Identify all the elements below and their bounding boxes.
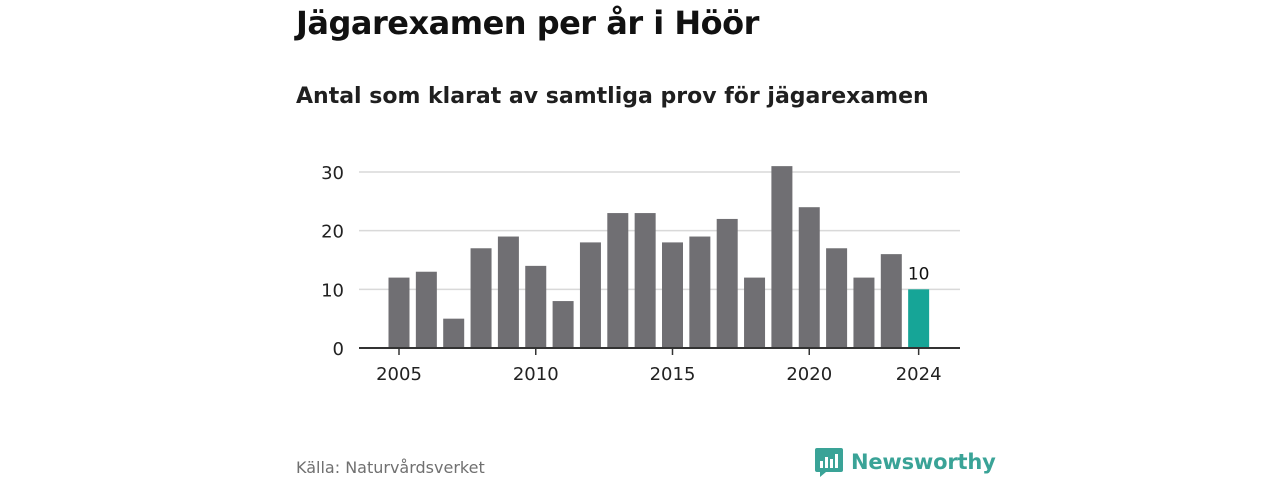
newsworthy-logo-icon — [815, 448, 843, 477]
y-tick-label: 10 — [321, 280, 344, 301]
bar — [716, 218, 738, 348]
newsworthy-logo[interactable]: Newsworthy — [814, 446, 996, 478]
bar — [415, 271, 437, 348]
bar — [388, 277, 410, 348]
bar — [771, 166, 793, 348]
y-axis-ticks: 0 10 20 30 — [321, 163, 344, 360]
bar — [826, 248, 848, 348]
bar — [497, 236, 519, 348]
x-tick-label: 2010 — [513, 364, 559, 385]
bar — [634, 213, 656, 348]
bar — [579, 242, 601, 348]
bar — [744, 277, 766, 348]
bar — [470, 248, 492, 348]
x-tick-label: 2024 — [896, 364, 942, 385]
x-tick-label: 2005 — [376, 364, 422, 385]
bar — [443, 318, 465, 348]
bars — [388, 166, 930, 348]
data-label: 10 — [908, 264, 930, 284]
bar — [798, 207, 820, 348]
y-tick-label: 30 — [321, 163, 344, 184]
data-labels: 10 — [908, 264, 930, 284]
bar — [662, 242, 683, 348]
chart-title: Jägarexamen per år i Höör — [296, 4, 759, 42]
bar — [853, 277, 875, 348]
y-tick-label: 0 — [333, 339, 344, 360]
x-tick-label: 2015 — [650, 364, 696, 385]
bar-chart: 0 10 20 30 10 2005 2010 2015 2020 2024 — [321, 163, 960, 385]
gridlines — [359, 171, 960, 291]
source-note: Källa: Naturvårdsverket — [296, 458, 485, 477]
y-tick-label: 20 — [321, 222, 344, 243]
brand-name: Newsworthy — [851, 450, 996, 474]
bar — [607, 213, 629, 348]
x-axis-ticks: 2005 2010 2015 2020 2024 — [376, 348, 942, 385]
bar — [552, 301, 574, 348]
chart-card: Jägarexamen per år i Höör Antal som klar… — [296, 0, 996, 480]
x-tick-label: 2020 — [786, 364, 832, 385]
bar — [689, 236, 711, 348]
bar — [525, 265, 547, 348]
bar — [908, 289, 930, 348]
bar — [880, 254, 902, 348]
chart-subtitle: Antal som klarat av samtliga prov för jä… — [296, 84, 929, 109]
